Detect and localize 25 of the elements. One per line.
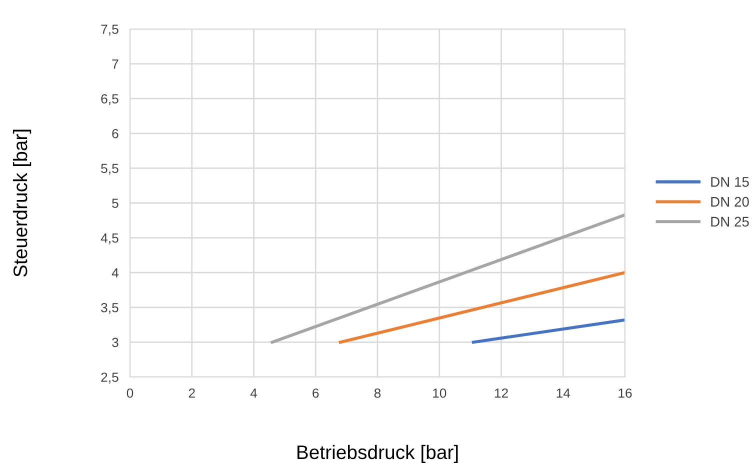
- x-tick-label: 12: [494, 388, 508, 398]
- legend-label: DN 20: [711, 196, 749, 207]
- x-tick-label: 4: [250, 388, 258, 398]
- legend-label: DN 25: [711, 216, 749, 227]
- x-tick-label: 10: [433, 388, 446, 398]
- x-tick-label: 8: [374, 388, 381, 398]
- y-axis-title: Steuerdruck [bar]: [12, 130, 32, 277]
- y-tick-label: 5: [112, 198, 118, 208]
- y-tick-label: 2,5: [101, 372, 118, 384]
- x-axis-title: Betriebsdruck [bar]: [298, 444, 458, 463]
- y-tick-label: 6,5: [101, 94, 118, 106]
- legend-label: DN 15: [711, 177, 749, 187]
- x-tick-label: 16: [618, 388, 632, 398]
- y-tick-label: 7,5: [101, 24, 118, 36]
- y-tick-label: 3: [112, 338, 118, 348]
- y-tick-label: 7: [112, 60, 118, 69]
- x-tick-label: 6: [312, 388, 319, 398]
- y-tick-label: 6: [112, 128, 118, 138]
- y-tick-label: 4,5: [100, 234, 118, 244]
- y-tick-label: 3,5: [101, 302, 118, 314]
- y-tick-label: 4: [112, 268, 119, 278]
- x-tick-label: 14: [556, 388, 570, 398]
- y-tick-label: 5,5: [101, 164, 118, 175]
- x-tick-label: 2: [188, 388, 195, 398]
- x-tick-label: 0: [126, 388, 134, 398]
